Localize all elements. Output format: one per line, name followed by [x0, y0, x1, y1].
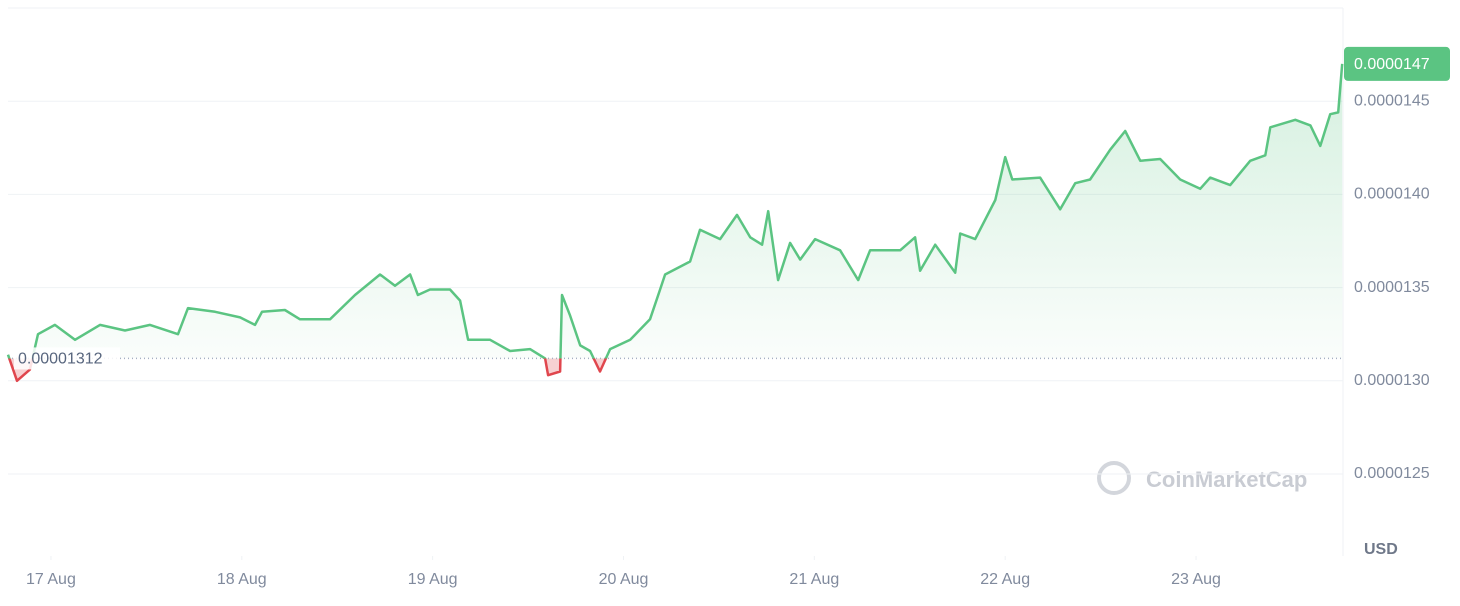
watermark-text: CoinMarketCap: [1146, 467, 1307, 492]
y-tick-label: 0.0000145: [1354, 92, 1430, 109]
x-tick-label: 20 Aug: [599, 571, 649, 588]
price-badge-label: 0.0000147: [1354, 56, 1430, 73]
y-tick-label: 0.0000125: [1354, 465, 1430, 482]
x-tick-label: 21 Aug: [789, 571, 839, 588]
y-tick-label: 0.0000130: [1354, 372, 1430, 389]
x-tick-label: 22 Aug: [980, 571, 1030, 588]
watermark: CoinMarketCap: [1097, 461, 1307, 495]
price-badge: [1344, 46, 1450, 81]
unit-label: USD: [1364, 541, 1398, 558]
baseline-label-bg: [14, 347, 120, 370]
x-tick-label: 19 Aug: [408, 571, 458, 588]
y-tick-label: 0.0000140: [1354, 186, 1430, 203]
x-tick-label: 23 Aug: [1171, 571, 1221, 588]
area-fill: [8, 63, 1343, 381]
x-tick-label: 17 Aug: [26, 571, 76, 588]
x-tick-label: 18 Aug: [217, 571, 267, 588]
y-tick-label: 0.0000135: [1354, 279, 1430, 296]
price-line: [6, 63, 1344, 383]
baseline-label: 0.00001312: [18, 351, 103, 368]
